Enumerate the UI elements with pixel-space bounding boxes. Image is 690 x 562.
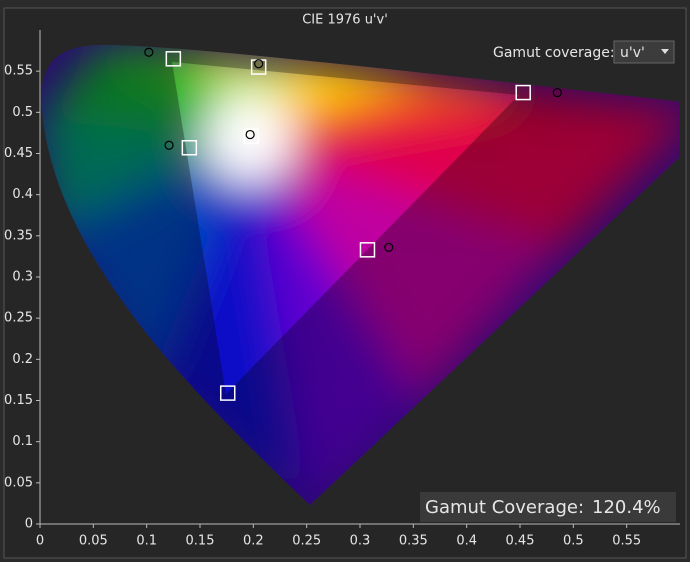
- y-tick-label: 0.5: [12, 105, 33, 120]
- dropdown-arrow[interactable]: [661, 49, 669, 54]
- y-tick-label: 0.35: [4, 228, 33, 243]
- y-tick-label: 0: [25, 517, 33, 532]
- y-tick-label: 0.45: [4, 146, 33, 161]
- x-tick-label: 0.35: [399, 534, 428, 549]
- coverage-label: Gamut Coverage:: [425, 497, 584, 518]
- x-tick-label: 0.15: [186, 534, 215, 549]
- control-label: Gamut coverage:: [493, 45, 615, 61]
- measured-point: [552, 87, 562, 98]
- y-tick-label: 0.1: [12, 434, 33, 449]
- target-point: [165, 51, 182, 67]
- y-tick-label: 0.4: [12, 187, 33, 202]
- target-point: [515, 84, 531, 101]
- measured-point: [254, 59, 264, 69]
- y-tick-label: 0.05: [4, 475, 33, 490]
- target-point: [359, 242, 376, 258]
- y-tick-label: 0.55: [4, 64, 33, 79]
- x-tick-label: 0.25: [292, 534, 321, 549]
- x-tick-label: 0.2: [243, 534, 264, 549]
- dropdown[interactable]: [613, 40, 675, 64]
- x-tick-label: 0: [36, 534, 44, 549]
- x-tick-label: 0.45: [506, 534, 535, 549]
- x-tick-label: 0.5: [563, 534, 584, 549]
- y-tick-label: 0.2: [12, 352, 33, 367]
- y-tick-label: 0.25: [4, 311, 33, 326]
- target-point: [219, 385, 236, 401]
- y-tick-label: 0.15: [4, 393, 33, 408]
- x-tick-label: 0.1: [136, 534, 157, 549]
- x-tick-label: 0.05: [79, 534, 108, 549]
- y-tick-label: 0.3: [12, 270, 33, 285]
- coverage-box: [420, 492, 676, 522]
- measured-point: [384, 242, 394, 252]
- measured-point: [245, 129, 255, 140]
- x-tick-label: 0.3: [350, 534, 371, 549]
- measured-point: [144, 47, 154, 57]
- coverage-value: 120.4%: [592, 497, 661, 518]
- x-tick-label: 0.55: [612, 534, 641, 549]
- chart-title: CIE 1976 u'v': [302, 13, 388, 28]
- x-tick-label: 0.4: [456, 534, 477, 549]
- target-point: [181, 139, 198, 156]
- measured-point: [164, 140, 174, 150]
- target-point: [243, 128, 259, 144]
- dropdown-value[interactable]: u'v': [620, 45, 645, 61]
